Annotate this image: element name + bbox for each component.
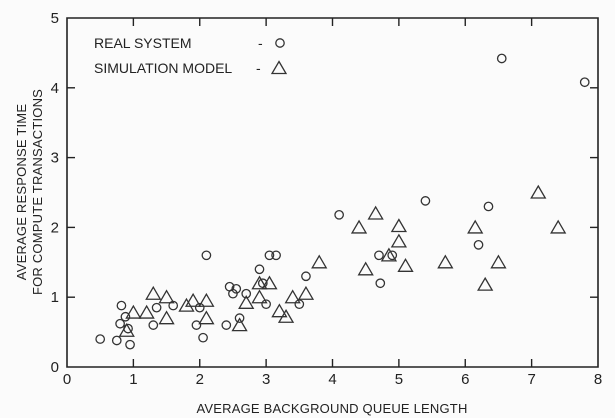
point-real-system <box>264 250 275 261</box>
point-simulation-model <box>350 219 368 234</box>
point-simulation-model <box>490 254 507 269</box>
point-real-system <box>241 288 252 299</box>
point-real-system <box>234 313 245 323</box>
point-simulation-model <box>261 275 278 290</box>
point-real-system <box>301 271 311 282</box>
point-simulation-model <box>390 218 408 233</box>
point-real-system <box>148 320 159 330</box>
point-simulation-model <box>125 304 142 319</box>
point-simulation-model <box>178 297 195 312</box>
point-real-system <box>125 339 135 350</box>
x-tick-label: 5 <box>395 371 403 388</box>
point-real-system <box>198 332 208 343</box>
point-simulation-model <box>251 289 268 304</box>
point-real-system <box>116 300 127 311</box>
x-tick-label: 7 <box>527 371 535 388</box>
x-tick-label: 8 <box>594 371 602 388</box>
point-simulation-model <box>530 184 547 199</box>
y-tick-label: 4 <box>51 80 59 97</box>
x-tick-label: 6 <box>461 371 469 388</box>
point-real-system <box>95 334 106 344</box>
point-simulation-model <box>311 254 328 269</box>
point-real-system <box>473 240 484 250</box>
point-real-system <box>579 77 590 88</box>
legend-separator-real-system: - <box>258 35 263 51</box>
point-real-system <box>201 250 212 261</box>
x-tick-label: 1 <box>129 371 137 388</box>
legend-marker-circle <box>275 38 285 48</box>
legend-label-simulation-model: SIMULATION MODEL <box>94 60 232 76</box>
legend: REAL SYSTEM - SIMULATION MODEL - <box>94 35 288 76</box>
point-simulation-model <box>145 285 162 300</box>
plot-frame <box>66 17 599 368</box>
point-real-system <box>496 53 507 64</box>
point-simulation-model <box>271 303 288 318</box>
point-real-system <box>191 320 202 330</box>
y-tick-label: 0 <box>51 359 59 376</box>
y-tick-label: 5 <box>51 10 59 27</box>
legend-label-real-system: REAL SYSTEM <box>94 35 192 51</box>
point-real-system <box>194 302 205 313</box>
point-real-system <box>271 250 281 261</box>
axis-ticks <box>67 18 598 367</box>
point-real-system <box>261 299 271 310</box>
point-simulation-model <box>158 289 175 304</box>
point-real-system <box>228 288 238 299</box>
point-real-system <box>120 311 131 322</box>
legend-entry-real-system: REAL SYSTEM - <box>94 35 285 51</box>
point-real-system <box>387 250 398 261</box>
point-simulation-model <box>297 285 315 300</box>
point-real-system <box>254 264 265 275</box>
point-simulation-model <box>390 233 408 248</box>
axis-tick-labels: 0 1 2 3 4 5 6 7 8 0 1 2 3 4 5 <box>51 10 603 388</box>
legend-entry-simulation-model: SIMULATION MODEL - <box>94 60 288 76</box>
point-real-system <box>483 201 494 212</box>
x-tick-label: 2 <box>196 371 204 388</box>
x-tick-label: 4 <box>328 371 336 388</box>
point-simulation-model <box>138 304 155 319</box>
x-axis-title: AVERAGE BACKGROUND QUEUE LENGTH <box>196 401 467 416</box>
point-simulation-model <box>477 276 494 291</box>
legend-marker-triangle <box>270 60 288 75</box>
point-simulation-model <box>380 247 398 262</box>
y-axis-title-line-1: AVERAGE RESPONSE TIME <box>14 104 29 281</box>
y-tick-label: 1 <box>51 289 59 306</box>
point-real-system <box>115 318 125 329</box>
point-simulation-model <box>198 292 215 307</box>
point-real-system <box>151 302 162 313</box>
point-simulation-model <box>284 289 301 304</box>
point-real-system <box>334 209 344 220</box>
point-simulation-model <box>550 219 567 234</box>
x-tick-label: 0 <box>63 371 71 388</box>
x-tick-label: 3 <box>262 371 270 388</box>
point-simulation-model <box>467 219 484 234</box>
point-real-system <box>111 335 122 346</box>
point-simulation-model <box>231 317 248 332</box>
y-tick-label: 3 <box>51 150 59 167</box>
point-simulation-model <box>277 308 295 323</box>
point-real-system <box>231 283 242 294</box>
point-simulation-model <box>238 294 255 309</box>
point-simulation-model <box>198 310 215 325</box>
y-axis-title-line-2: FOR COMPUTE TRANSACTIONS <box>30 89 45 295</box>
point-simulation-model <box>437 254 454 269</box>
point-simulation-model <box>367 205 384 220</box>
point-real-system <box>294 299 305 310</box>
point-simulation-model <box>118 322 135 337</box>
point-real-system <box>374 250 384 261</box>
point-simulation-model <box>357 261 374 276</box>
point-simulation-model <box>251 275 268 290</box>
point-real-system <box>375 278 386 289</box>
y-tick-label: 2 <box>51 219 59 236</box>
data-points <box>95 53 590 350</box>
plot-frame-border <box>66 17 599 368</box>
point-simulation-model <box>184 292 202 307</box>
point-simulation-model <box>397 257 414 272</box>
legend-separator-simulation-model: - <box>256 60 261 76</box>
point-simulation-model <box>158 310 175 325</box>
point-real-system <box>221 320 232 330</box>
point-real-system <box>420 196 431 206</box>
